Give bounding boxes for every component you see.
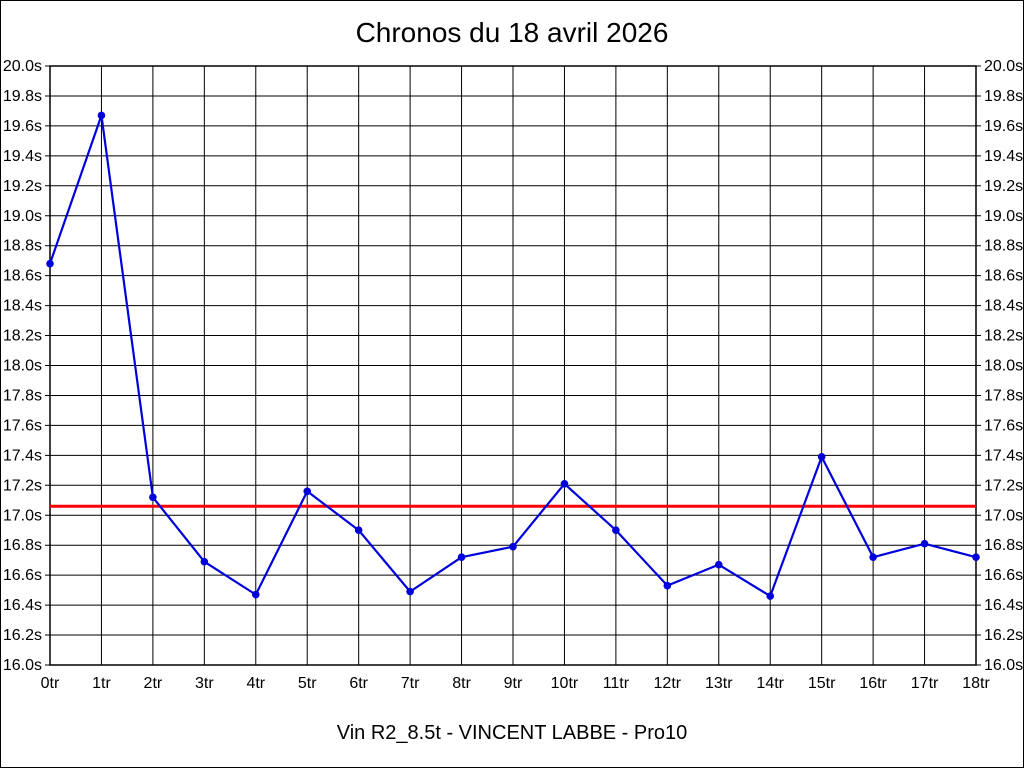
data-point-marker [869, 553, 877, 561]
y-axis-label-right: 16.2s [984, 627, 1023, 644]
x-axis-label: 12tr [654, 675, 682, 692]
y-axis-label-left: 18.2s [3, 328, 42, 345]
y-axis-label-left: 16.2s [3, 627, 42, 644]
y-axis-label-left: 19.6s [3, 118, 42, 135]
data-point-marker [46, 259, 54, 268]
y-axis-label-right: 17.8s [984, 387, 1023, 404]
y-axis-label-left: 19.0s [3, 208, 42, 225]
data-point-marker [200, 557, 209, 566]
y-axis-label-left: 19.4s [3, 148, 42, 165]
y-axis-label-left: 19.8s [3, 88, 42, 105]
y-axis-label-left: 16.0s [3, 657, 42, 674]
y-axis-label-right: 16.6s [984, 567, 1023, 584]
y-axis-label-left: 16.4s [3, 597, 42, 614]
y-axis-label-right: 18.4s [984, 298, 1023, 315]
y-axis-label-right: 20.0s [984, 58, 1023, 75]
y-axis-label-left: 17.4s [3, 447, 42, 464]
chart-title: Chronos du 18 avril 2026 [355, 17, 669, 48]
data-point-marker [149, 493, 157, 502]
x-axis-label: 7tr [401, 675, 420, 692]
y-axis-label-left: 16.8s [3, 537, 42, 554]
data-point-marker [714, 560, 723, 569]
chart-caption: Vin R2_8.5t - VINCENT LABBE - Pro10 [336, 722, 688, 744]
data-point-marker [663, 581, 672, 590]
data-point-marker [560, 480, 569, 488]
x-axis-label: 5tr [298, 675, 317, 692]
x-axis-label: 0tr [41, 675, 60, 692]
y-axis-label-left: 16.6s [3, 567, 42, 584]
x-axis-label: 11tr [603, 675, 630, 692]
y-axis-label-right: 19.8s [984, 88, 1023, 105]
x-axis-label: 17tr [911, 675, 939, 692]
x-axis-label: 6tr [349, 675, 368, 692]
data-point-marker [303, 487, 312, 496]
y-axis-label-right: 17.6s [984, 417, 1023, 434]
y-axis-label-right: 17.0s [984, 507, 1023, 524]
data-point-marker [457, 553, 466, 561]
y-axis-label-right: 18.2s [984, 328, 1023, 345]
data-point-marker [817, 453, 826, 461]
y-axis-label-right: 17.2s [984, 477, 1023, 494]
data-point-marker [612, 526, 620, 535]
x-axis-label: 3tr [195, 675, 214, 692]
x-axis-label: 9tr [504, 675, 523, 692]
x-axis-label: 10tr [551, 675, 579, 692]
x-axis-label: 4tr [246, 675, 265, 692]
y-axis-label-right: 16.8s [984, 537, 1023, 554]
y-axis-label-right: 16.4s [984, 597, 1023, 614]
y-axis-label-left: 18.6s [3, 268, 42, 285]
data-point-marker [251, 590, 260, 599]
y-axis-label-right: 19.4s [984, 148, 1023, 165]
x-axis-label: 13tr [705, 675, 733, 692]
x-axis-label: 1tr [92, 675, 111, 692]
y-axis-label-right: 19.6s [984, 118, 1023, 135]
y-axis-label-right: 18.6s [984, 268, 1023, 285]
data-point-marker [354, 526, 363, 535]
y-axis-label-left: 18.8s [3, 238, 42, 255]
data-point-marker [509, 542, 517, 551]
y-axis-label-right: 18.0s [984, 358, 1023, 375]
data-point-marker [766, 592, 775, 600]
y-axis-label-left: 17.2s [3, 477, 42, 494]
y-axis-label-left: 17.0s [3, 507, 42, 524]
y-axis-label-left: 18.0s [3, 358, 42, 375]
y-axis-label-left: 17.8s [3, 387, 42, 404]
y-axis-label-left: 17.6s [3, 417, 42, 434]
y-axis-label-left: 20.0s [3, 58, 42, 75]
data-point-marker [406, 587, 414, 596]
y-axis-label-left: 19.2s [3, 178, 42, 195]
plot-border [49, 65, 977, 666]
x-axis-label: 2tr [144, 675, 163, 692]
x-axis-label: 14tr [756, 675, 784, 692]
data-point-marker [972, 553, 980, 561]
x-axis-label: 16tr [859, 675, 887, 692]
y-axis-label-right: 19.0s [984, 208, 1023, 225]
y-axis-label-right: 16.0s [984, 657, 1023, 674]
data-point-marker [920, 539, 929, 548]
x-axis-label: 15tr [808, 675, 836, 692]
y-axis-label-left: 18.4s [3, 298, 42, 315]
data-point-marker [97, 111, 106, 120]
y-axis-label-right: 18.8s [984, 238, 1023, 255]
x-axis-label: 8tr [452, 675, 471, 692]
y-axis-label-right: 19.2s [984, 178, 1023, 195]
x-axis-label: 18tr [962, 675, 990, 692]
y-axis-label-right: 17.4s [984, 447, 1023, 464]
